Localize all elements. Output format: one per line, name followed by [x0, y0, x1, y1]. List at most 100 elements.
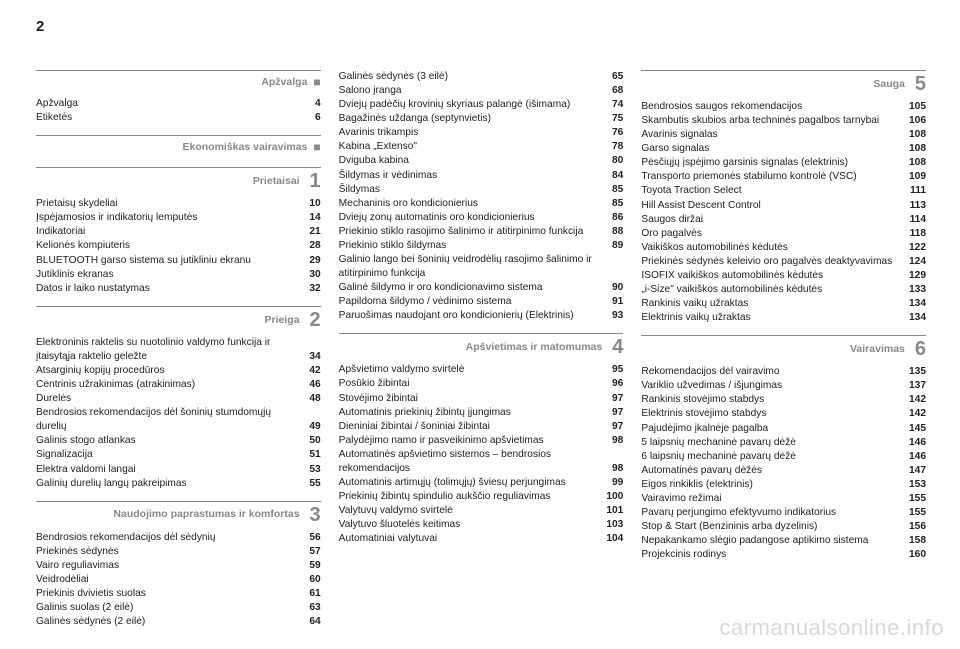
entry-label: Rekomendacijos dėl vairavimo [641, 365, 909, 379]
entry-page: 135 [909, 365, 926, 379]
entry-label: Dviejų padėčių krovinių skyriaus palangė… [339, 98, 612, 112]
toc-entry: Rankinis vaikų užraktas134 [641, 297, 926, 311]
entry-page: 134 [909, 311, 926, 325]
entry-page: 103 [606, 518, 623, 532]
toc-entry: Salono įranga68 [339, 84, 624, 98]
watermark: carmanualsonline.info [719, 615, 944, 641]
toc-entry: Elektroninis raktelis su nuotolinio vald… [36, 336, 321, 364]
entry-label: Automatinis priekinių žibintų įjungimas [339, 406, 612, 420]
entry-label: Priekinio stiklo šildymas [339, 239, 612, 253]
entry-label: Garso signalas [641, 142, 909, 156]
entry-label: Elektrinis stovėjimo stabdys [641, 407, 909, 421]
entry-page: 108 [909, 156, 926, 170]
entry-page: 109 [909, 170, 926, 184]
toc-entry: Variklio užvedimas / išjungimas137 [641, 379, 926, 393]
entry-page: 101 [606, 504, 623, 518]
toc-entry: Atsarginių kopijų procedūros42 [36, 364, 321, 378]
entry-page: 160 [909, 548, 926, 562]
entry-page: 137 [909, 379, 926, 393]
entry-page: 29 [309, 254, 320, 268]
entry-page: 28 [309, 239, 320, 253]
entry-label: Toyota Traction Select [641, 184, 910, 198]
entry-label: Vaikiškos automobilinės kėdutės [641, 241, 909, 255]
entry-page: 147 [909, 464, 926, 478]
entry-label: Galinio lango bei šoninių veidrodėlių ra… [339, 253, 624, 281]
entry-page: 42 [309, 364, 320, 378]
entry-label: Transporto priemonės stabilumo kontrolė … [641, 170, 909, 184]
entry-page: 48 [309, 392, 320, 406]
toc-entry: Šildymas ir vėdinimas84 [339, 169, 624, 183]
entry-page: 95 [612, 363, 623, 377]
toc-entry: 5 laipsnių mechaninė pavarų dėžė146 [641, 436, 926, 450]
entry-label: Bendrosios rekomendacijos dėl sėdynių [36, 531, 309, 545]
entry-page: 108 [909, 142, 926, 156]
toc-entry: Indikatoriai21 [36, 225, 321, 239]
section-number: 5 [915, 74, 926, 94]
entry-page: 49 [309, 420, 320, 434]
toc-column: Galinės sėdynės (3 eilė)65Salono įranga6… [339, 70, 624, 629]
entry-page: 146 [909, 436, 926, 450]
entry-page: 51 [309, 448, 320, 462]
entry-label: Valytuvo šluotelės keitimas [339, 518, 607, 532]
entry-page: 142 [909, 393, 926, 407]
entry-page: 111 [910, 184, 926, 198]
section-header: Prietaisai1 [36, 167, 321, 193]
entry-page: 56 [309, 531, 320, 545]
entry-page: 75 [612, 112, 623, 126]
entry-page: 76 [612, 126, 623, 140]
entry-label: Eigos rinkiklis (elektrinis) [641, 478, 909, 492]
section-title: Sauga [873, 77, 905, 91]
entry-label: Elektrinis vaikų užraktas [641, 311, 909, 325]
toc-entry: Datos ir laiko nustatymas32 [36, 282, 321, 296]
entry-label: Vairo reguliavimas [36, 559, 309, 573]
toc-entry: Garso signalas108 [641, 142, 926, 156]
toc-column: Sauga5Bendrosios saugos rekomendacijos10… [641, 70, 926, 629]
entry-label: Etiketės [36, 111, 315, 125]
entry-label: Pajudėjimo įkalnėje pagalba [641, 422, 909, 436]
entry-page: 63 [309, 601, 320, 615]
entry-page: 99 [612, 476, 623, 490]
entry-label: Saugos diržai [641, 213, 909, 227]
toc-columns: Apžvalga■Apžvalga4Etiketės6Ekonomiškas v… [36, 70, 926, 629]
section-number: 1 [310, 171, 321, 191]
entry-label: Valytuvų valdymo svirtelė [339, 504, 607, 518]
entry-page: 30 [309, 268, 320, 282]
entry-page: 60 [309, 573, 320, 587]
entry-label: Rankinis vaikų užraktas [641, 297, 909, 311]
toc-entry: Galinės sėdynės (3 eilė)65 [339, 70, 624, 84]
entry-label: Šildymas [339, 183, 612, 197]
entry-page: 145 [909, 422, 926, 436]
toc-entry: Įspėjamosios ir indikatorių lemputės14 [36, 211, 321, 225]
toc-entry: Priekinių žibintų spindulio aukščio regu… [339, 490, 624, 504]
entry-page: 134 [909, 297, 926, 311]
entry-label: Prietaisų skydeliai [36, 197, 309, 211]
toc-entry: Skambutis skubios arba techninės pagalbo… [641, 114, 926, 128]
toc-entry: Galinis stogo atlankas50 [36, 434, 321, 448]
toc-entry: Automatinės pavarų dėžės147 [641, 464, 926, 478]
entry-page: 98 [612, 434, 623, 448]
toc-entry: Valytuvo šluotelės keitimas103 [339, 518, 624, 532]
toc-entry: Mechaninis oro kondicionierius85 [339, 197, 624, 211]
entry-label: Salono įranga [339, 84, 612, 98]
section-title: Ekonomiškas vairavimas [183, 140, 308, 154]
entry-page: 10 [309, 197, 320, 211]
entry-label: Dviejų zonų automatinis oro kondicionier… [339, 211, 612, 225]
toc-entry: Automatiniai valytuvai104 [339, 532, 624, 546]
toc-entry: Dviejų padėčių krovinių skyriaus palangė… [339, 98, 624, 112]
entry-label: Bendrosios rekomendacijos dėl šoninių st… [36, 406, 309, 434]
entry-label: Durelės [36, 392, 309, 406]
toc-entry: Eigos rinkiklis (elektrinis)153 [641, 478, 926, 492]
entry-page: 133 [909, 283, 926, 297]
section-marker: ■ [313, 139, 320, 156]
entry-page: 122 [909, 241, 926, 255]
entry-page: 142 [909, 407, 926, 421]
toc-entry: Elektrinis stovėjimo stabdys142 [641, 407, 926, 421]
entry-label: Apšvietimo valdymo svirtelė [339, 363, 612, 377]
entry-label: Elektra valdomi langai [36, 463, 309, 477]
toc-entry: 6 laipsnių mechaninė pavarų dėžė146 [641, 450, 926, 464]
toc-entry: Priekinio stiklo rasojimo šalinimo ir at… [339, 225, 624, 239]
entry-page: 96 [612, 377, 623, 391]
toc-entry: Avarinis trikampis76 [339, 126, 624, 140]
entry-page: 114 [910, 213, 926, 227]
section-title: Apžvalga [261, 75, 307, 89]
